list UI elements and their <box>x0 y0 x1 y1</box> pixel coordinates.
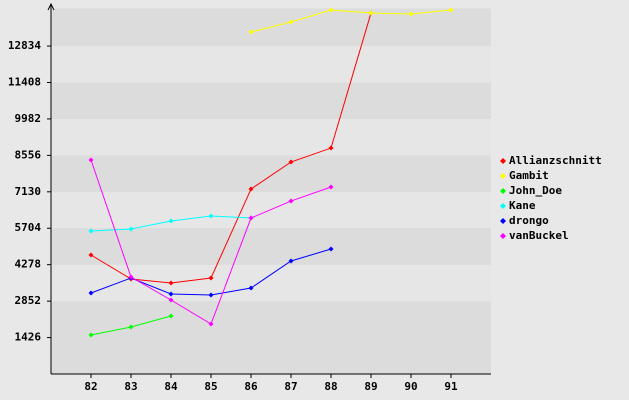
grid-band <box>51 82 491 119</box>
legend-marker <box>500 188 506 194</box>
y-tick-label: 5704 <box>15 221 42 234</box>
data-point <box>248 29 254 35</box>
data-point <box>288 19 294 25</box>
legend-label: Kane <box>509 199 536 212</box>
x-tick-label: 89 <box>364 380 377 393</box>
data-point <box>88 228 94 234</box>
data-point <box>288 258 294 264</box>
grid-band <box>51 118 491 156</box>
data-point <box>368 10 374 16</box>
data-point <box>168 218 174 224</box>
legend-marker <box>500 203 506 209</box>
y-axis-arrow <box>47 2 55 11</box>
data-point <box>448 7 454 13</box>
data-point <box>168 280 174 286</box>
data-point <box>88 157 94 163</box>
data-point <box>128 274 134 280</box>
data-point <box>168 313 174 319</box>
x-tick-label: 84 <box>164 380 178 393</box>
x-tick-label: 90 <box>404 380 417 393</box>
y-tick-label: 2852 <box>15 294 42 307</box>
y-tick-label: 1426 <box>15 331 42 344</box>
data-point <box>208 213 214 219</box>
series-line <box>90 12 372 284</box>
legend-label: Allianzschnitt <box>509 154 602 167</box>
x-tick-label: 83 <box>124 380 137 393</box>
grid-band <box>51 155 491 192</box>
legend-marker <box>500 233 506 239</box>
y-tick-label: 8556 <box>15 148 42 161</box>
legend-label: drongo <box>509 214 549 227</box>
y-tick-label: 4278 <box>15 258 42 271</box>
x-tick-label: 86 <box>244 380 258 393</box>
data-point <box>248 186 254 192</box>
legend-marker <box>500 158 506 164</box>
legend-label: Gambit <box>509 169 549 182</box>
legend-marker <box>500 218 506 224</box>
x-tick-label: 82 <box>84 380 97 393</box>
grid-band <box>51 46 491 83</box>
data-point <box>328 246 334 252</box>
data-point <box>208 321 214 327</box>
data-point <box>328 145 334 151</box>
legend-marker <box>500 173 506 179</box>
y-tick-label: 12834 <box>8 39 41 52</box>
legend-label: John_Doe <box>509 184 562 197</box>
x-tick-label: 85 <box>204 380 217 393</box>
x-tick-label: 87 <box>284 380 297 393</box>
data-point <box>168 291 174 297</box>
data-point <box>88 332 94 338</box>
data-point <box>88 290 94 296</box>
data-point <box>408 11 414 17</box>
x-tick-label: 88 <box>324 380 337 393</box>
y-tick-label: 9982 <box>15 112 42 125</box>
data-point <box>128 324 134 330</box>
series-line <box>250 9 452 33</box>
data-point <box>248 285 254 291</box>
data-point <box>288 159 294 165</box>
data-point <box>208 275 214 281</box>
data-point <box>248 215 254 221</box>
data-point <box>208 292 214 298</box>
legend-label: vanBuckel <box>509 229 569 242</box>
y-tick-label: 11408 <box>8 75 41 88</box>
y-tick-label: 7130 <box>15 185 42 198</box>
data-point <box>328 7 334 13</box>
grid-band <box>51 264 491 302</box>
data-point <box>328 184 334 190</box>
x-tick-label: 91 <box>444 380 458 393</box>
data-point <box>88 252 94 258</box>
grid-band <box>51 301 491 338</box>
grid-band <box>51 228 491 265</box>
data-point <box>288 198 294 204</box>
data-point <box>128 226 134 232</box>
data-point <box>168 297 174 303</box>
